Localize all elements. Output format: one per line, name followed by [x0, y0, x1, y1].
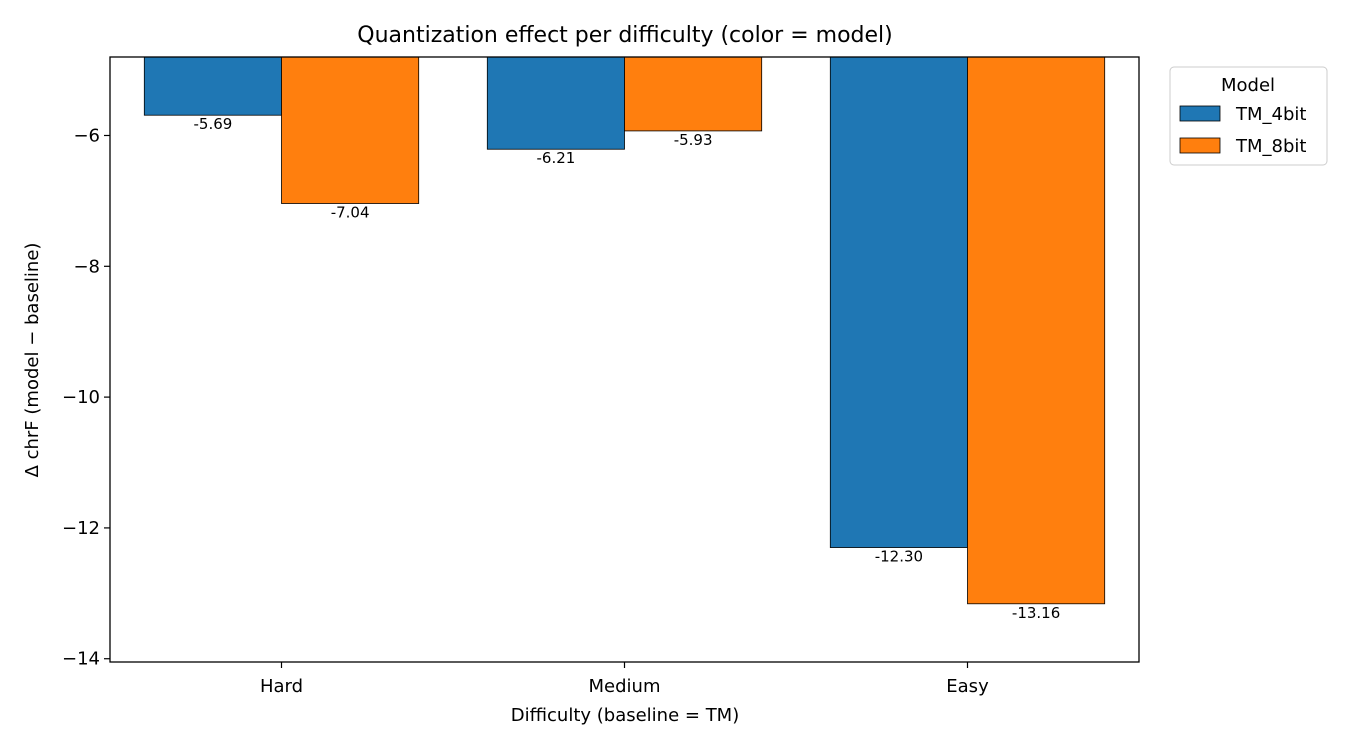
y-tick-label-0: −6	[73, 125, 100, 146]
legend-title: Model	[1221, 75, 1275, 96]
bar-hard-tm-8bit	[281, 56, 420, 204]
y-tick-label-4: −14	[62, 649, 100, 670]
x-tick-label-hard: Hard	[260, 676, 303, 697]
y-tick-label-1: −8	[73, 256, 100, 277]
bar-easy-tm-8bit	[967, 56, 1106, 605]
y-axis-label: Δ chrF (model − baseline)	[22, 243, 43, 478]
legend-swatch-tm-8bit	[1179, 137, 1221, 154]
bar-hard-tm-4bit	[143, 56, 282, 116]
data-label-medium-tm-4bit: -6.21	[536, 149, 575, 167]
x-axis-label: Difficulty (baseline = TM)	[511, 705, 740, 726]
y-axis-ticks: −6 −8 −10 −12 −14	[62, 125, 110, 670]
legend-label-tm-4bit: TM_4bit	[1235, 104, 1306, 125]
data-label-hard-tm-8bit: -7.04	[331, 204, 370, 222]
bar-medium-tm-4bit	[486, 56, 625, 150]
legend: Model TM_4bit TM_8bit	[1169, 66, 1328, 166]
y-tick-label-3: −12	[62, 518, 100, 539]
data-label-hard-tm-4bit: -5.69	[193, 115, 232, 133]
data-label-medium-tm-8bit: -5.93	[674, 131, 713, 149]
x-axis-ticks: Hard Medium Easy	[260, 662, 989, 697]
x-tick-label-medium: Medium	[589, 676, 661, 697]
bar-medium-tm-8bit	[624, 56, 763, 132]
data-label-easy-tm-8bit: -13.16	[1012, 604, 1060, 622]
data-label-easy-tm-4bit: -12.30	[875, 548, 923, 566]
plot-area: -5.69 -7.04 -6.21 -5.93 -12.30 -13.16	[143, 56, 1106, 622]
legend-label-tm-8bit: TM_8bit	[1235, 136, 1306, 157]
y-tick-label-2: −10	[62, 387, 100, 408]
x-tick-label-easy: Easy	[946, 676, 989, 697]
legend-swatch-tm-4bit	[1179, 105, 1221, 122]
bar-easy-tm-4bit	[829, 56, 968, 548]
chart-title: Quantization effect per difficulty (colo…	[357, 23, 892, 48]
